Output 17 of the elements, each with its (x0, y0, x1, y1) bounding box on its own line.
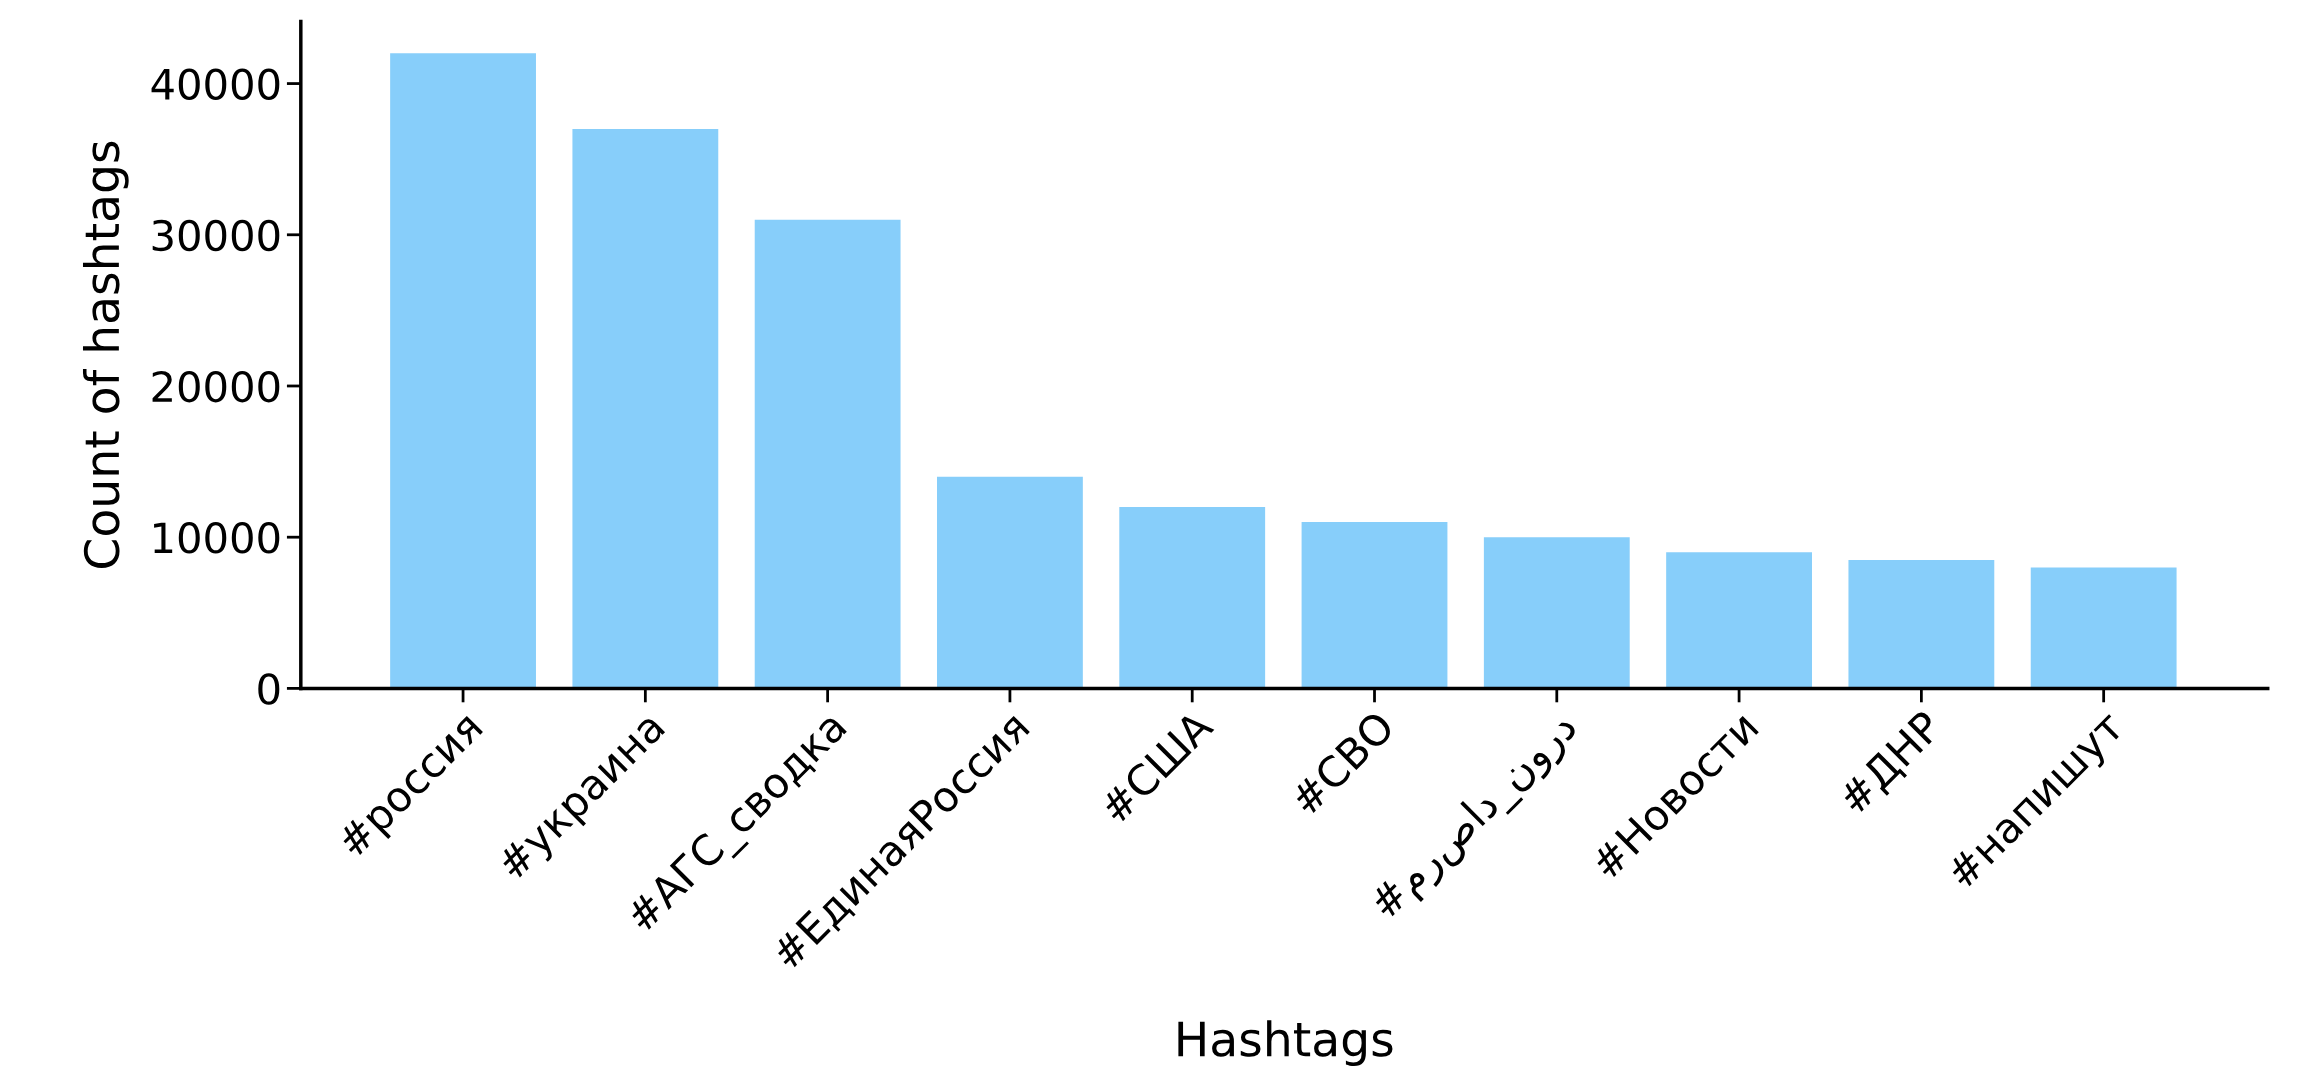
x-axis-title: Hashtags (1178, 1020, 1393, 1066)
y-tick-label: 40000 (151, 68, 280, 100)
y-tick-label: 0 (258, 673, 280, 705)
bar (1301, 522, 1448, 689)
y-axis-title: Count of hashtags (82, 141, 129, 568)
bar (937, 476, 1083, 689)
bar (390, 53, 536, 689)
bar (754, 219, 901, 689)
y-tick-label: 30000 (152, 219, 280, 252)
bar (1119, 506, 1266, 689)
y-tick-label: 10000 (154, 522, 280, 554)
bar (2030, 567, 2177, 689)
bar (1666, 552, 1812, 689)
bar (1483, 537, 1630, 689)
bar (572, 128, 719, 689)
y-tick-label: 20000 (152, 370, 280, 403)
bar (1848, 559, 1995, 689)
